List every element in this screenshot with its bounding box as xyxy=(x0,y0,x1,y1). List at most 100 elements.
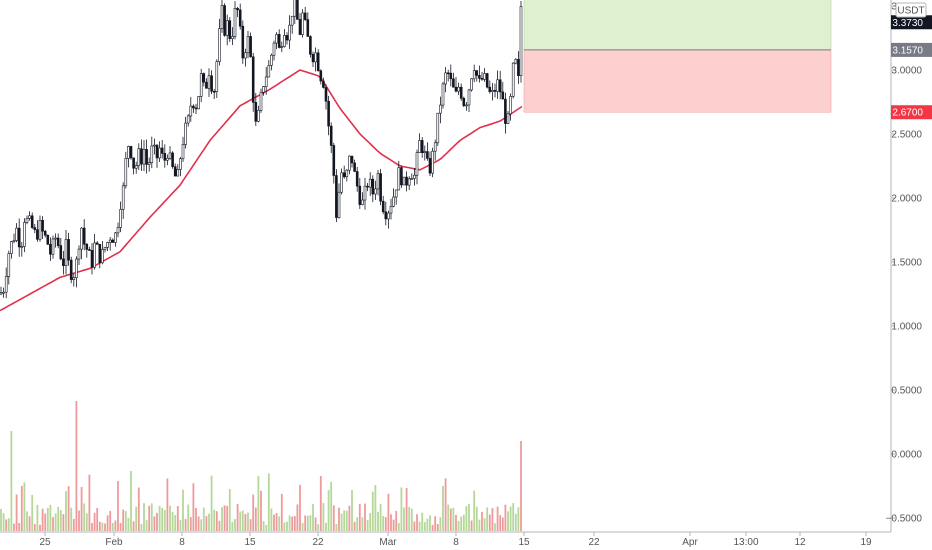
candle-body xyxy=(64,239,68,266)
volume-bar xyxy=(301,522,304,531)
candle-body xyxy=(119,209,122,228)
volume-bar xyxy=(348,505,351,531)
price-badge-entry[interactable]: 3.1570 xyxy=(891,42,932,57)
time-axis[interactable]: 25 Feb 8 15 22 Mar 8 15 22 Apr 13:00 12 19 xyxy=(0,531,891,550)
volume-bar xyxy=(241,510,244,531)
volume-bar xyxy=(46,507,49,531)
volume-bar xyxy=(478,519,481,531)
candle-body xyxy=(12,240,16,242)
volume-bar xyxy=(304,515,307,531)
candle-body xyxy=(329,125,333,146)
volume-bar xyxy=(52,517,54,531)
price-tick-label: 0.5000 xyxy=(891,386,922,397)
candle-body xyxy=(49,244,52,255)
volume-bar xyxy=(353,521,356,531)
candle-body xyxy=(238,9,242,27)
candles-layer xyxy=(0,0,523,299)
currency-label[interactable]: USDT xyxy=(895,2,927,18)
volume-bar xyxy=(390,514,392,531)
candle-body xyxy=(28,215,31,219)
candle-body xyxy=(103,247,107,250)
candle-body xyxy=(186,115,190,124)
volume-bar xyxy=(327,489,330,531)
loss-zone[interactable] xyxy=(523,49,832,113)
candle-body xyxy=(324,87,328,102)
volume-bar xyxy=(137,487,140,531)
candle-body xyxy=(384,211,388,220)
candle-body xyxy=(316,52,320,72)
candle-body xyxy=(2,291,5,294)
volume-bar xyxy=(54,513,57,531)
volume-bar xyxy=(377,511,379,531)
volume-bar xyxy=(366,519,369,531)
volume-bar xyxy=(444,478,447,531)
candle-body xyxy=(514,59,518,64)
volume-bar xyxy=(408,506,411,531)
time-tick-label: Mar xyxy=(379,537,397,548)
volume-bar xyxy=(93,512,96,531)
volume-bar xyxy=(57,506,60,531)
volume-bar xyxy=(226,505,229,531)
long-position-tool[interactable] xyxy=(523,0,832,113)
candle-body xyxy=(95,242,99,245)
volume-bar xyxy=(104,523,106,531)
volume-bar xyxy=(202,507,205,531)
time-tick-label: 13:00 xyxy=(733,537,758,548)
candle-body xyxy=(311,53,315,63)
candle-body xyxy=(116,227,120,234)
candle-body xyxy=(322,80,325,88)
volume-bar xyxy=(340,513,343,531)
candle-body xyxy=(108,239,112,243)
candle-body xyxy=(106,242,109,248)
candle-body xyxy=(270,54,273,66)
price-tick-label: 1.5000 xyxy=(891,258,922,269)
volume-bar xyxy=(475,506,478,531)
price-axis[interactable]: 3.50003.00002.50002.00001.50001.00000.50… xyxy=(886,0,932,532)
volume-bar xyxy=(176,506,179,531)
volume-bar xyxy=(343,510,346,531)
candle-body xyxy=(15,227,18,241)
candle-body xyxy=(88,249,91,251)
profit-zone[interactable] xyxy=(523,0,832,51)
volume-bar xyxy=(140,524,143,531)
volume-bar xyxy=(369,513,372,531)
price-tick-label: 2.5000 xyxy=(891,130,922,141)
volume-bar xyxy=(31,494,34,531)
candle-body xyxy=(483,73,486,80)
candle-body xyxy=(467,89,471,106)
candle-body xyxy=(337,191,341,218)
candle-body xyxy=(480,78,484,80)
candle-body xyxy=(353,162,356,172)
volume-bar xyxy=(392,519,395,531)
candle-body xyxy=(36,229,39,240)
volume-bar xyxy=(319,476,322,531)
volume-bar xyxy=(379,503,382,531)
volume-bar xyxy=(23,482,26,531)
volume-bar xyxy=(244,514,247,531)
candle-body xyxy=(142,149,146,165)
candle-body xyxy=(4,276,8,293)
candle-body xyxy=(246,36,250,54)
volume-bar xyxy=(384,517,387,531)
time-tick-label: 8 xyxy=(179,537,185,548)
volume-bar xyxy=(345,510,348,531)
price-badge-stop[interactable]: 2.6700 xyxy=(891,105,932,120)
candle-body xyxy=(251,56,255,103)
candle-body xyxy=(288,24,291,41)
candle-body xyxy=(457,86,460,92)
candle-body xyxy=(436,112,440,144)
time-tick-label: 19 xyxy=(860,537,872,548)
volume-bar xyxy=(192,483,195,531)
candle-body xyxy=(387,212,390,220)
candle-body xyxy=(475,70,479,76)
price-badge-last-price[interactable]: 3.3730 xyxy=(891,15,932,30)
volume-bar xyxy=(501,517,504,531)
candle-body xyxy=(121,185,125,210)
volume-bar xyxy=(317,524,320,531)
volume-bar xyxy=(234,519,236,531)
volume-bar xyxy=(512,503,515,531)
candle-body xyxy=(454,86,458,92)
candle-body xyxy=(504,98,507,124)
